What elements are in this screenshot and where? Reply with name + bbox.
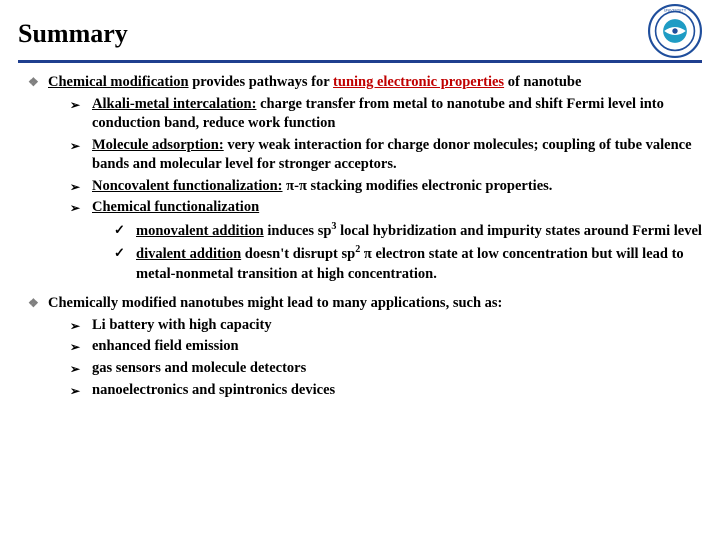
txt: monovalent addition <box>136 223 264 239</box>
main-list: Chemical modification provides pathways … <box>18 73 702 400</box>
txt: divalent addition <box>136 246 241 262</box>
txt: stacking modifies electronic properties. <box>311 178 553 194</box>
txt: π <box>299 178 307 194</box>
app-li-battery: Li battery with high capacity <box>70 316 702 336</box>
txt: local hybridization and impurity states … <box>340 223 702 239</box>
txt: π <box>364 246 372 262</box>
check-list: monovalent addition induces sp3 local hy… <box>92 220 702 284</box>
sub-molecule-adsorption: Molecule adsorption: very weak interacti… <box>70 136 702 175</box>
txt: induces sp <box>267 223 331 239</box>
app-gas-sensors: gas sensors and molecule detectors <box>70 359 702 379</box>
slide-title: Summary <box>18 19 128 49</box>
sub-noncovalent: Noncovalent functionalization: π-π stack… <box>70 177 702 197</box>
sub-list-1: Alkali-metal intercalation: charge trans… <box>48 95 702 285</box>
sub-alkali: Alkali-metal intercalation: charge trans… <box>70 95 702 134</box>
txt: Molecule adsorption: <box>92 137 224 153</box>
university-logo: UNIVERSITY <box>648 4 702 58</box>
seg-chem-mod: Chemical modification provides pathways … <box>48 74 581 90</box>
txt: π <box>286 178 294 194</box>
txt: Chemical functionalization <box>92 199 259 215</box>
divider-rule <box>18 60 702 63</box>
svg-text:UNIVERSITY: UNIVERSITY <box>664 9 687 13</box>
txt: Noncovalent functionalization: <box>92 178 283 194</box>
app-field-emission: enhanced field emission <box>70 337 702 357</box>
txt: provides pathways for <box>192 74 329 90</box>
txt: 3 <box>331 221 336 232</box>
txt: doesn't disrupt sp <box>245 246 355 262</box>
sub-list-2: Li battery with high capacity enhanced f… <box>48 316 702 400</box>
point-chemical-modification: Chemical modification provides pathways … <box>28 73 702 284</box>
slide-root: Summary UNIVERSITY Chemical modification… <box>0 0 720 540</box>
app-nanoelectronics: nanoelectronics and spintronics devices <box>70 381 702 401</box>
sub-chemical-func: Chemical functionalization monovalent ad… <box>70 198 702 284</box>
txt: Chemical modification <box>48 74 189 90</box>
txt: of nanotube <box>508 74 582 90</box>
header: Summary UNIVERSITY <box>0 0 720 58</box>
content-area: Chemical modification provides pathways … <box>0 73 720 400</box>
check-monovalent: monovalent addition induces sp3 local hy… <box>114 220 702 241</box>
txt: 2 <box>355 244 360 255</box>
check-divalent: divalent addition doesn't disrupt sp2 π … <box>114 243 702 284</box>
txt: Chemically modified nanotubes might lead… <box>48 295 502 311</box>
point-applications: Chemically modified nanotubes might lead… <box>28 294 702 400</box>
txt: Alkali-metal intercalation: <box>92 96 256 112</box>
txt: tuning electronic properties <box>333 74 504 90</box>
